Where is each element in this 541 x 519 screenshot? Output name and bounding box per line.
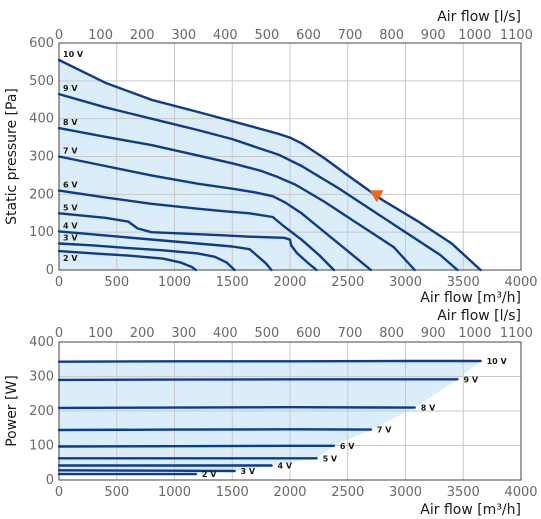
x-top-tick-label: 0 bbox=[55, 326, 63, 341]
y-tick-label: 200 bbox=[29, 404, 54, 419]
plot-frame bbox=[58, 341, 522, 481]
power-curve-3v bbox=[57, 469, 236, 473]
pressure-curve-9v bbox=[57, 92, 459, 272]
x-top-tick-label: 1000 bbox=[458, 28, 491, 43]
y-tick-label: 200 bbox=[29, 187, 54, 202]
pressure-curve-5v bbox=[57, 212, 318, 272]
x-top-tick-label: 900 bbox=[421, 28, 446, 43]
x-tick-label: 500 bbox=[104, 485, 129, 500]
x-tick-label: 3000 bbox=[389, 275, 422, 290]
x-tick-label: 2500 bbox=[331, 275, 364, 290]
pressure-curve-10v bbox=[57, 58, 482, 272]
x-tick-label: 2500 bbox=[331, 485, 364, 500]
pressure-curve-7v bbox=[57, 155, 373, 272]
pressure-curve-2v bbox=[57, 249, 198, 272]
x-top-tick-label: 1100 bbox=[500, 28, 533, 43]
x-top-tick-label: 700 bbox=[338, 326, 363, 341]
y-tick-label: 0 bbox=[46, 263, 54, 278]
x-top-tick-label: 200 bbox=[130, 326, 155, 341]
power-curve-8v bbox=[57, 406, 416, 410]
pressure-envelope-fill bbox=[59, 60, 481, 270]
x-tick-label: 4000 bbox=[504, 485, 537, 500]
x-axis-title-bottom: Air flow [m³/h] bbox=[420, 290, 521, 306]
power-curve-10v bbox=[57, 359, 482, 363]
power-curve-label: 10 V bbox=[487, 357, 508, 366]
pressure-curve-label: 5 V bbox=[63, 203, 78, 212]
pressure-curve-8v bbox=[57, 126, 416, 272]
y-tick-label: 500 bbox=[29, 74, 54, 89]
pressure-curve-6v bbox=[57, 189, 336, 272]
x-top-tick-label: 800 bbox=[379, 326, 404, 341]
x-top-tick-label: 100 bbox=[88, 28, 113, 43]
pressure-curve-label: 8 V bbox=[63, 118, 78, 127]
power-curve-label: 4 V bbox=[278, 462, 293, 471]
x-top-tick-label: 300 bbox=[171, 326, 196, 341]
y-tick-label: 100 bbox=[29, 439, 54, 454]
pressure-curve-label: 4 V bbox=[63, 221, 78, 230]
x-top-tick-label: 400 bbox=[213, 28, 238, 43]
x-tick-label: 4000 bbox=[504, 275, 537, 290]
y-tick-label: 400 bbox=[29, 335, 54, 350]
x-top-tick-label: 700 bbox=[338, 28, 363, 43]
x-top-tick-label: 600 bbox=[296, 28, 321, 43]
power-curve-6v bbox=[57, 444, 336, 448]
x-top-tick-label: 200 bbox=[130, 28, 155, 43]
x-tick-label: 2000 bbox=[273, 275, 306, 290]
y-axis-title: Static pressure [Pa] bbox=[4, 88, 20, 225]
x-top-tick-label: 500 bbox=[254, 326, 279, 341]
y-axis-title: Power [W] bbox=[4, 375, 20, 447]
power-curve-7v bbox=[57, 428, 373, 432]
x-axis-title-bottom: Air flow [m³/h] bbox=[420, 502, 521, 518]
x-tick-label: 0 bbox=[55, 275, 63, 290]
x-top-tick-label: 900 bbox=[421, 326, 446, 341]
x-top-tick-label: 500 bbox=[254, 28, 279, 43]
x-top-tick-label: 100 bbox=[88, 326, 113, 341]
y-tick-label: 600 bbox=[29, 36, 54, 51]
x-tick-label: 500 bbox=[104, 275, 129, 290]
x-top-tick-label: 800 bbox=[379, 28, 404, 43]
power-curve-label: 8 V bbox=[421, 404, 436, 413]
pressure-curve-label: 10 V bbox=[63, 50, 84, 59]
x-axis-title-top: Air flow [l/s] bbox=[437, 9, 521, 25]
x-tick-label: 3500 bbox=[447, 485, 480, 500]
x-top-tick-label: 400 bbox=[213, 326, 238, 341]
x-tick-label: 2000 bbox=[273, 485, 306, 500]
x-tick-label: 1000 bbox=[158, 275, 191, 290]
x-axis-title-top: Air flow [l/s] bbox=[437, 308, 521, 324]
y-tick-label: 100 bbox=[29, 225, 54, 240]
x-tick-label: 1500 bbox=[216, 275, 249, 290]
y-tick-label: 300 bbox=[29, 150, 54, 165]
x-tick-label: 3000 bbox=[389, 485, 422, 500]
x-top-tick-label: 600 bbox=[296, 326, 321, 341]
x-top-tick-label: 0 bbox=[55, 28, 63, 43]
power-chart: 0 500 1000 1500 2000 2500 3000 3500 400001002003… bbox=[4, 308, 538, 518]
x-tick-label: 3500 bbox=[447, 275, 480, 290]
x-tick-label: 1000 bbox=[158, 485, 191, 500]
power-curve-label: 6 V bbox=[340, 442, 355, 451]
power-curve-label: 2 V bbox=[202, 470, 217, 479]
y-tick-label: 300 bbox=[29, 370, 54, 385]
pressure-curve-4v bbox=[57, 230, 273, 272]
operating-point-marker bbox=[369, 190, 384, 203]
y-tick-label: 0 bbox=[46, 473, 54, 488]
pressure-curve-3v bbox=[57, 242, 236, 272]
x-top-tick-label: 1100 bbox=[500, 326, 533, 341]
pressure-curve-label: 9 V bbox=[63, 84, 78, 93]
power-curve-label: 7 V bbox=[377, 426, 392, 435]
x-top-tick-label: 1000 bbox=[458, 326, 491, 341]
static-pressure-chart: 0 500 1000 1500 2000 2500 3000 3500 400001002003… bbox=[4, 9, 538, 306]
x-top-tick-label: 300 bbox=[171, 28, 196, 43]
pressure-curve-label: 7 V bbox=[63, 147, 78, 156]
power-curve-label: 9 V bbox=[463, 375, 478, 384]
power-curve-9v bbox=[57, 378, 459, 382]
x-tick-label: 1500 bbox=[216, 485, 249, 500]
power-curve-label: 3 V bbox=[241, 467, 256, 476]
y-tick-label: 400 bbox=[29, 112, 54, 127]
pressure-curve-label: 2 V bbox=[63, 254, 78, 263]
pressure-curve-label: 3 V bbox=[63, 234, 78, 243]
x-tick-label: 0 bbox=[55, 485, 63, 500]
pressure-curve-label: 6 V bbox=[63, 181, 78, 190]
power-curve-label: 5 V bbox=[323, 454, 338, 463]
